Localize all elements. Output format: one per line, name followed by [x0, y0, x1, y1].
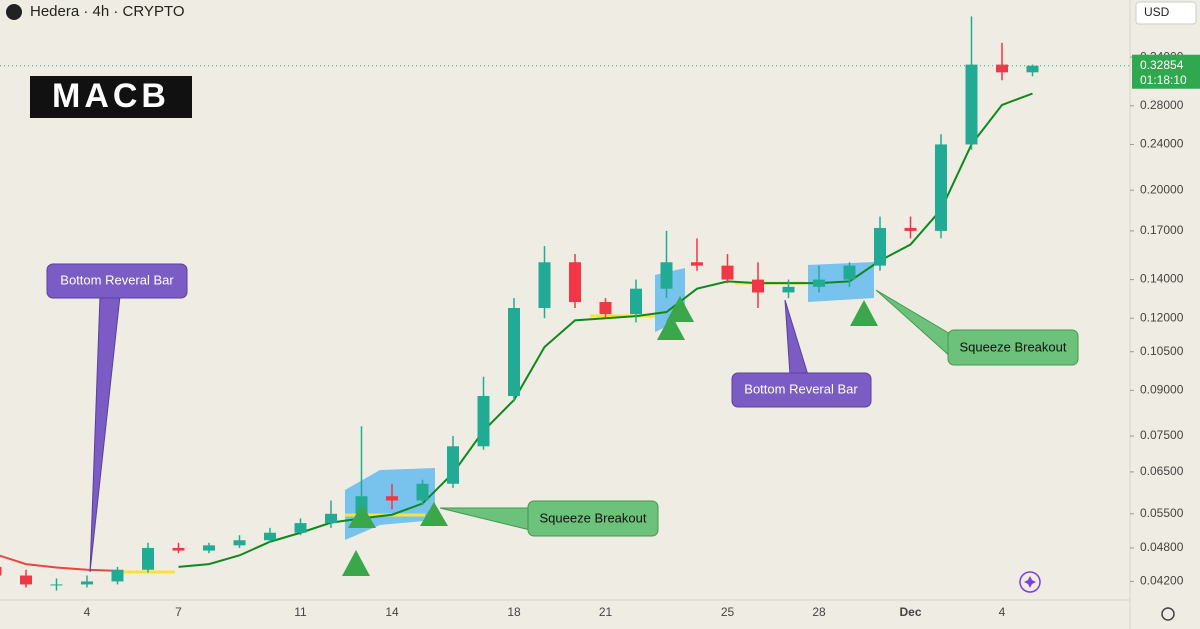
currency-box[interactable] — [1135, 1, 1197, 25]
candle-body — [752, 279, 764, 293]
last-price: 0.32854 — [1140, 58, 1184, 72]
signal-triangle — [348, 504, 376, 528]
x-tick-label: 4 — [84, 605, 91, 619]
candle-body — [599, 302, 612, 315]
annotation: Squeeze Breakout — [540, 510, 647, 525]
candle-body — [660, 262, 673, 289]
signal-triangle — [342, 550, 370, 576]
candle-body — [477, 395, 490, 447]
candle-body — [20, 575, 32, 585]
candle-body — [416, 483, 429, 501]
annotation: Bottom Reveral Bar — [744, 381, 858, 396]
axes: 0.04200 0.04800 0.05500 0.06500 0.07500 0.090… — [0, 49, 1200, 619]
y-tick-label: 0.10500 — [1140, 344, 1184, 358]
x-tick-label: 11 — [294, 605, 307, 619]
y-tick-label: 0.04200 — [1140, 574, 1184, 588]
x-tick-label: 14 — [385, 605, 399, 619]
candle-body — [874, 227, 886, 266]
y-tick-label: 0.07500 — [1140, 428, 1184, 442]
candle-body — [843, 265, 856, 280]
candle-body — [142, 547, 154, 570]
y-tick-label: 0.28000 — [1140, 98, 1184, 112]
x-tick-label: 21 — [599, 605, 613, 619]
candle-body — [111, 569, 124, 582]
candle-body — [691, 262, 703, 266]
annotation: Bottom Reveral Bar — [60, 272, 174, 287]
candle-body — [1026, 65, 1039, 73]
y-tick-label: 0.06500 — [1140, 464, 1184, 478]
price-layer — [0, 16, 1039, 591]
candle-body — [996, 64, 1008, 73]
callout-box — [731, 372, 872, 408]
candle-body — [0, 566, 2, 576]
candle-body — [264, 532, 276, 541]
x-tick-label: 7 — [175, 605, 182, 619]
callout-box — [46, 263, 188, 299]
assistant-icon[interactable] — [1019, 571, 1041, 593]
assistant-icon[interactable] — [1024, 576, 1036, 588]
candle-body — [386, 496, 398, 501]
header: Hedera · 4h · CRYPTO MACB USD — [6, 1, 1197, 621]
y-tick-label: 0.24000 — [1140, 137, 1184, 151]
currency[interactable]: USD — [1144, 5, 1170, 19]
candle-body — [965, 64, 978, 145]
x-tick-label: 25 — [721, 605, 735, 619]
signal-triangle — [850, 300, 878, 326]
y-tick-label: 0.09000 — [1140, 383, 1184, 397]
settings-icon[interactable] — [1161, 607, 1175, 621]
candle-body — [569, 262, 581, 303]
signal-triangle — [420, 502, 448, 526]
candle-body — [721, 265, 734, 280]
callout-box — [947, 329, 1079, 366]
y-tick-label: 0.20000 — [1140, 182, 1184, 196]
candle-body — [508, 307, 520, 396]
candle-body — [203, 545, 215, 551]
candle-body — [538, 262, 551, 308]
y-tick-label: 0.17000 — [1140, 223, 1184, 237]
candle-body — [50, 584, 63, 586]
logo: MACB — [52, 77, 170, 115]
countdown: 01:18:10 — [1140, 73, 1187, 87]
annotation: Squeeze Breakout — [960, 339, 1067, 354]
candle-body — [233, 540, 246, 546]
candle-body — [904, 227, 917, 231]
x-tick-label: 18 — [507, 605, 521, 619]
candle-body — [81, 581, 93, 585]
signal-triangle — [666, 296, 694, 322]
symbol-icon — [6, 4, 22, 20]
candle-body — [172, 547, 185, 551]
candle-body — [447, 446, 459, 484]
signals — [342, 296, 878, 576]
y-tick-label: 0.04800 — [1140, 540, 1184, 554]
candle-body — [630, 288, 642, 315]
y-tick-label: 0.12000 — [1140, 310, 1184, 324]
chart-title: Hedera · 4h · CRYPTO — [30, 3, 185, 20]
x-tick-label: 28 — [812, 605, 826, 619]
y-tick-label: 0.05500 — [1140, 506, 1184, 520]
logo-box — [30, 76, 192, 118]
x-tick-label: Dec — [899, 605, 921, 619]
callouts: Bottom Reveral Bar Bottom Reveral Bar Sq… — [46, 263, 1079, 573]
moving-average — [0, 554, 118, 572]
candle-body — [935, 144, 947, 231]
candle-body — [325, 513, 337, 524]
candle-body — [813, 279, 825, 287]
signal-triangle — [657, 314, 685, 340]
x-tick-label: 4 — [999, 605, 1006, 619]
callout-box — [527, 500, 659, 537]
moving-average — [178, 92, 1033, 568]
candle-body — [782, 286, 795, 293]
last-price-box — [1132, 54, 1200, 89]
y-tick-label: 0.14000 — [1140, 272, 1184, 286]
candle-body — [294, 523, 307, 533]
